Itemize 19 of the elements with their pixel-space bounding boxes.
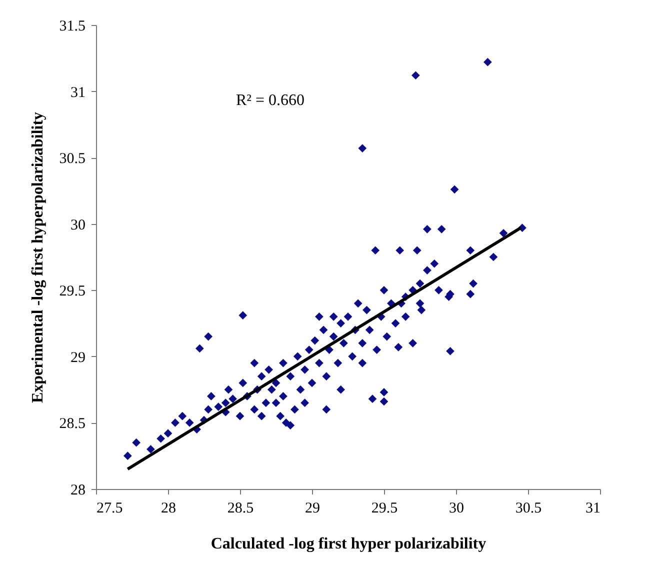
annotation: R² = 0.660 (236, 92, 304, 109)
y-tick-label: 28 (70, 482, 86, 498)
x-tick-label: 30.5 (515, 500, 542, 516)
y-tick-label: 31 (70, 84, 86, 101)
y-tick-label: 30 (70, 217, 86, 234)
x-tick-label: 29.5 (371, 500, 398, 516)
y-tick-label: 28.5 (59, 416, 86, 432)
x-tick-label: 29 (305, 500, 320, 516)
x-tick-label: 31 (586, 500, 600, 516)
x-tick-label: 28.5 (227, 500, 254, 516)
x-tick-label: 30 (449, 500, 464, 516)
y-tick-label: 31.5 (59, 18, 86, 34)
y-axis-title: Experimental -log first hyperpolarizability (29, 112, 46, 404)
y-tick-label: 30.5 (59, 151, 86, 168)
y-tick-label: 29 (70, 350, 86, 366)
x-axis-title: Calculated -log first hyper polarizability (210, 536, 486, 552)
y-tick-label: 29.5 (59, 284, 86, 300)
x-tick-label: 28 (161, 500, 176, 516)
x-tick-label: 27.5 (96, 500, 123, 516)
